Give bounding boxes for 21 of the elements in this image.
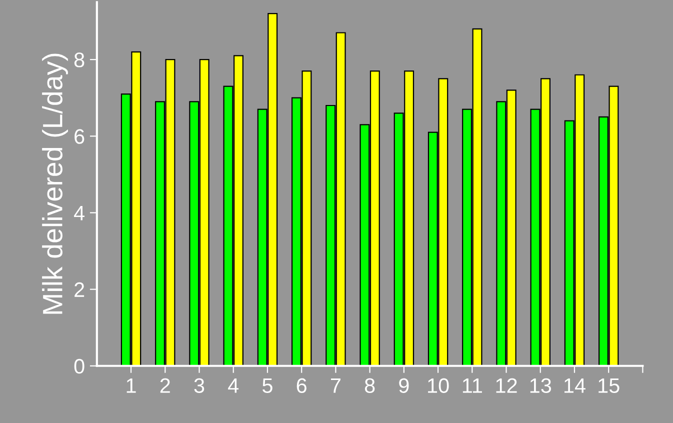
y-tick-label: 0 [74, 358, 84, 374]
x-tick-label: 14 [564, 378, 586, 393]
x-tick-label: 6 [296, 378, 306, 394]
x-tick-label: 9 [399, 378, 409, 394]
y-tick-label: 6 [74, 129, 84, 144]
x-tick-label: 8 [364, 378, 375, 394]
y-tick-label: 2 [74, 282, 84, 297]
x-tick-label: 7 [330, 378, 340, 393]
x-tick-label: 3 [194, 378, 204, 394]
y-axis-title: Milk delivered (L/day) [42, 54, 68, 314]
x-tick-label: 5 [262, 378, 272, 394]
x-tick-label: 15 [598, 378, 620, 394]
y-tick-label: 8 [74, 52, 84, 68]
x-tick-label: 13 [530, 378, 552, 394]
x-tick-label: 11 [462, 378, 482, 393]
x-tick-label: 2 [160, 378, 170, 393]
x-tick-label: 10 [428, 378, 449, 394]
x-tick-label: 1 [126, 378, 136, 393]
x-tick-label: 4 [228, 378, 239, 393]
y-tick-label: 4 [74, 206, 84, 220]
x-tick-label: 12 [496, 378, 517, 393]
